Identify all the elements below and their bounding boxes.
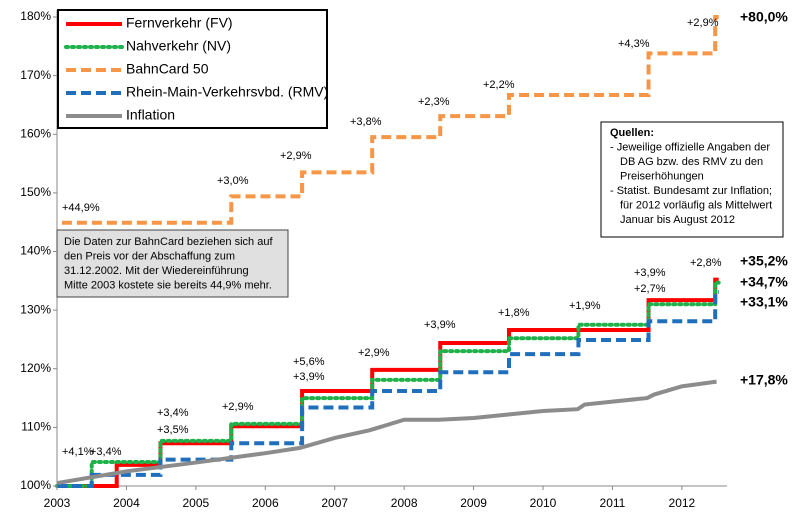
annotation: +2,3% — [418, 96, 450, 108]
annotation: +3,9% — [424, 319, 456, 331]
annotation: +4,3% — [618, 38, 650, 50]
sources-text: - Statist. Bundesamt zur Inflation; — [610, 185, 772, 197]
note-text: 31.12.2002. Mit der Wiedereinführung — [64, 265, 249, 277]
annotation: +2,8% — [690, 257, 722, 269]
annotation: +4,1% — [62, 446, 94, 458]
x-tick-label: 2008 — [391, 496, 418, 510]
x-tick-label: 2006 — [252, 496, 279, 510]
sources-text: Januar bis August 2012 — [620, 214, 735, 226]
y-tick-label: 110% — [21, 420, 51, 434]
sources-text: - Jeweilige offizielle Angaben der — [610, 141, 770, 153]
x-tick-label: 2009 — [460, 496, 487, 510]
annotation: +2,7% — [634, 283, 666, 295]
sources-text: Quellen: — [610, 127, 654, 139]
annotation: +3,4% — [157, 407, 189, 419]
x-tick-label: 2012 — [669, 496, 696, 510]
x-tick-label: 2011 — [600, 496, 626, 510]
annotation: +3,8% — [350, 116, 382, 128]
note-text: Mitte 2003 kostete sie bereits 44,9% meh… — [64, 279, 272, 291]
annotation: +3,5% — [157, 424, 189, 436]
annotation: +3,9% — [634, 267, 666, 279]
end-label: +33,1% — [740, 294, 788, 310]
sources-text: für 2012 vorläufig als Mittelwert — [620, 199, 772, 211]
series-line — [56, 379, 717, 486]
legend-label: Nahverkehr (NV) — [126, 38, 231, 54]
annotation: +2,9% — [280, 150, 312, 162]
annotation: +1,8% — [498, 307, 530, 319]
annotation: +44,9% — [62, 202, 100, 214]
x-tick-label: 2004 — [113, 496, 140, 510]
sources-text: DB AG bzw. des RMV zu den — [620, 156, 763, 168]
annotation: +3,9% — [293, 371, 325, 383]
y-tick-label: 130% — [20, 302, 51, 316]
y-tick-label: 160% — [20, 126, 51, 140]
plot — [55, 15, 721, 488]
sources-text: Preiserhöhungen — [620, 170, 704, 182]
y-tick-label: 120% — [20, 361, 51, 375]
annotation: +2,9% — [358, 347, 390, 359]
end-label: +80,0% — [740, 9, 788, 25]
annotation: +2,9% — [687, 17, 719, 29]
annotation: +3,4% — [90, 446, 122, 458]
y-tick-label: 180% — [20, 9, 51, 23]
x-tick-label: 2005 — [183, 496, 210, 510]
annotation: +2,9% — [222, 401, 254, 413]
legend-label: Rhein-Main-Verkehrsvbd. (RMV) — [126, 84, 328, 100]
legend-label: Fernverkehr (FV) — [126, 15, 233, 31]
note-box — [56, 229, 289, 298]
series-line — [55, 280, 721, 488]
x-tick-label: 2010 — [530, 496, 557, 510]
legend-label: Inflation — [126, 107, 175, 123]
y-tick-label: 150% — [20, 185, 51, 199]
note-text: den Preis vor der Abschaffung zum — [64, 250, 235, 262]
annotation: +3,0% — [217, 175, 249, 187]
y-tick-label: 100% — [20, 478, 51, 492]
x-tick-label: 2007 — [321, 496, 348, 510]
note-text: Die Daten zur BahnCard beziehen sich auf — [64, 236, 273, 248]
legend-label: BahnCard 50 — [126, 61, 209, 77]
x-tick-label: 2003 — [44, 496, 71, 510]
end-label: +34,7% — [740, 274, 788, 290]
annotation: +2,2% — [483, 79, 515, 91]
end-label: +17,8% — [740, 372, 788, 388]
y-tick-label: 140% — [20, 244, 51, 258]
end-label: +35,2% — [740, 253, 788, 269]
sources-box — [600, 121, 784, 238]
y-tick-label: 170% — [20, 68, 51, 82]
series-line — [61, 15, 719, 225]
annotation: +1,9% — [569, 300, 601, 312]
annotation: +5,6% — [293, 356, 325, 368]
